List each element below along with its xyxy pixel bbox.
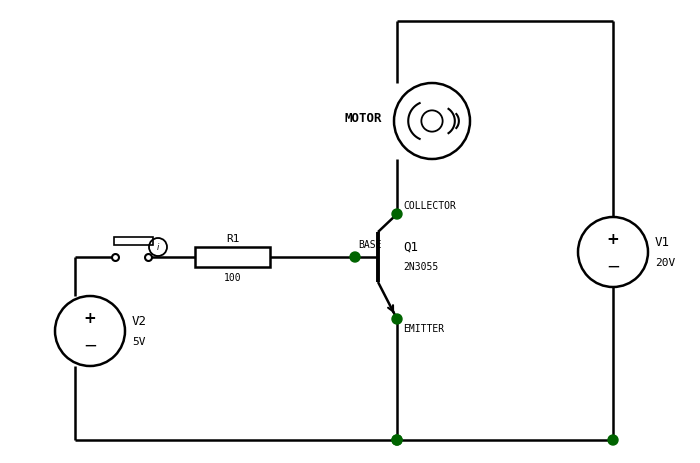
Text: R1: R1 — [226, 233, 239, 244]
Text: 2N3055: 2N3055 — [403, 262, 438, 271]
Text: V2: V2 — [132, 315, 147, 328]
Text: 100: 100 — [224, 272, 241, 282]
Text: 20V: 20V — [655, 257, 676, 268]
Circle shape — [392, 435, 402, 445]
Bar — [195, 247, 270, 268]
Text: −: − — [83, 336, 97, 354]
Circle shape — [392, 210, 402, 219]
Text: COLLECTOR: COLLECTOR — [403, 200, 456, 211]
Text: +: + — [607, 232, 620, 247]
Circle shape — [392, 435, 402, 445]
Text: i: i — [157, 243, 159, 252]
Circle shape — [608, 435, 618, 445]
Bar — [114, 238, 153, 245]
Text: Q1: Q1 — [403, 240, 418, 253]
Text: 5V: 5V — [132, 336, 146, 346]
Text: BASE: BASE — [358, 239, 382, 250]
Text: −: − — [606, 257, 620, 275]
Circle shape — [350, 252, 360, 263]
Text: MOTOR: MOTOR — [344, 112, 382, 125]
Text: EMITTER: EMITTER — [403, 323, 444, 333]
Text: +: + — [83, 311, 97, 325]
Text: V1: V1 — [655, 236, 670, 249]
Circle shape — [392, 314, 402, 324]
